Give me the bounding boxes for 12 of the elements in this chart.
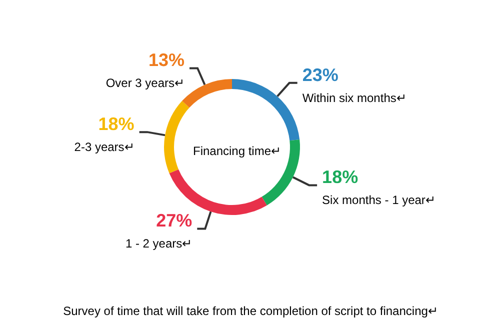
text: Survey of time that will take from the completion of script to financing↵ — [63, 304, 438, 318]
data-label: 23% — [302, 64, 338, 85]
data-label: 18% — [98, 114, 134, 134]
data-label: 27% — [156, 210, 192, 231]
slice-label: 1 - 2 years↵ — [125, 236, 192, 251]
slice-label: 2-3 years↵ — [74, 140, 134, 154]
text: Financing time↵ — [192, 144, 282, 158]
slice-label: Within six months↵ — [302, 90, 406, 105]
slice-label: Six months - 1 year↵ — [322, 193, 436, 208]
slice-label: Over 3 years↵ — [106, 76, 185, 90]
data-label: 18% — [322, 167, 358, 188]
data-label: 13% — [148, 50, 185, 70]
